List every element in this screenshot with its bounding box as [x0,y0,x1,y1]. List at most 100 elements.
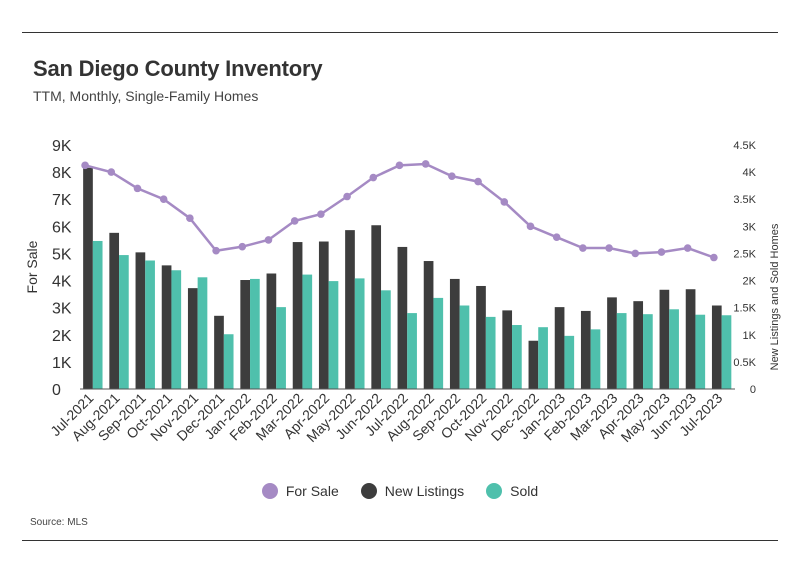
y-tick-label-right: 4K [743,167,757,179]
bar-sold [721,315,732,389]
point-for-sale [159,195,168,204]
point-for-sale [81,161,89,170]
point-for-sale [605,244,613,252]
bar-new-listings [161,265,172,389]
bar-sold [171,270,182,389]
y-tick-label-left: 9K [52,138,72,155]
y-tick-label-right: 0.5K [733,357,756,369]
point-for-sale [186,214,194,222]
y-tick-label-right: 2K [743,276,757,288]
legend: For Sale New Listings Sold [0,483,800,499]
y-tick-label-left: 8K [52,165,72,182]
bar-sold [92,240,103,389]
point-for-sale [526,222,535,231]
point-for-sale [369,173,378,182]
bar-new-listings [214,315,224,389]
y-tick-label-left: 5K [52,246,72,263]
point-for-sale [343,192,351,201]
bar-sold [223,334,234,389]
bar-new-listings [109,232,120,389]
bar-sold [669,309,679,389]
bar-new-listings [711,305,722,389]
y-tick-label-right: 1K [743,330,757,342]
point-for-sale [421,160,430,168]
point-for-sale [683,244,692,252]
bar-sold [564,335,575,389]
legend-item-new-listings: New Listings [360,483,465,499]
bar-new-listings [502,310,513,389]
bar-sold [381,290,391,389]
top-rule [22,32,778,33]
y-axis-label-left: For Sale [24,240,40,293]
legend-label-for-sale: For Sale [285,483,339,499]
bar-new-listings [83,167,93,389]
y-tick-label-right: 0 [750,384,756,396]
chart-svg: 0 1K 2K 3K 4K 5K 6K 7K 8K 9K 0 0.5K 1K 1.5K 2K 2.5K 3K 3.… [24,138,781,445]
y-tick-label-left: 4K [52,274,72,291]
y-tick-label-left: 0 [52,382,61,399]
point-for-sale [552,233,561,241]
bar-new-listings [240,280,251,389]
legend-swatch-new-listings [360,483,377,499]
bar-new-listings [318,241,329,389]
bar-sold [328,281,339,389]
bar-sold [590,329,601,389]
point-for-sale [238,242,247,251]
point-for-sale [657,248,666,256]
point-for-sale [133,184,142,193]
bar-new-listings [659,289,670,389]
bar-sold [643,314,653,389]
bar-sold [250,278,260,389]
bar-new-listings [528,340,539,389]
chart-title: San Diego County Inventory [33,56,323,81]
bar-new-listings [607,297,617,389]
y-tick-label-left: 1K [52,355,72,372]
y-tick-label-right: 1.5K [733,303,756,315]
source-note: Source: MLS [30,517,88,528]
bar-new-listings [292,242,303,389]
y-tick-label-right: 3K [743,221,757,233]
legend-swatch-sold [486,483,503,499]
point-for-sale [579,244,587,252]
y-axis-label-right: New Listings and Sold Homes [769,223,781,370]
bar-new-listings [135,252,146,389]
bottom-rule [22,540,778,541]
bar-new-listings [266,273,277,389]
bar-sold [354,278,365,389]
bar-new-listings [580,310,591,389]
bar-sold [538,327,548,389]
point-for-sale [395,161,404,170]
point-for-sale [710,253,718,262]
bar-new-listings [397,246,408,389]
bar-sold [512,325,522,389]
bar-sold [197,277,208,389]
y-tick-label-left: 3K [52,301,72,318]
bar-sold [145,260,155,389]
bar-sold [695,314,706,389]
point-for-sale [631,249,640,258]
y-tick-label-left: 2K [52,328,72,345]
point-for-sale [264,236,273,244]
bar-sold [407,313,417,389]
bar-new-listings [423,261,434,389]
bar-sold [119,255,129,389]
bar-sold [276,307,286,389]
point-for-sale [107,168,116,176]
bar-sold [485,316,496,389]
bar-new-listings [449,278,460,389]
point-for-sale [474,177,482,186]
bar-sold [433,297,444,389]
legend-item-for-sale: For Sale [261,483,339,499]
y-tick-label-right: 4.5K [733,140,756,152]
bar-new-listings [371,225,382,389]
bar-new-listings [685,289,696,389]
bar-new-listings [476,285,486,389]
line-for-sale [84,162,715,259]
y-tick-label-left: 6K [52,219,72,236]
point-for-sale [290,217,299,225]
point-for-sale [500,198,509,206]
bar-new-listings [554,307,565,389]
legend-label-new-listings: New Listings [384,483,465,499]
y-tick-label-left: 7K [52,192,72,209]
bar-new-listings [187,288,198,389]
